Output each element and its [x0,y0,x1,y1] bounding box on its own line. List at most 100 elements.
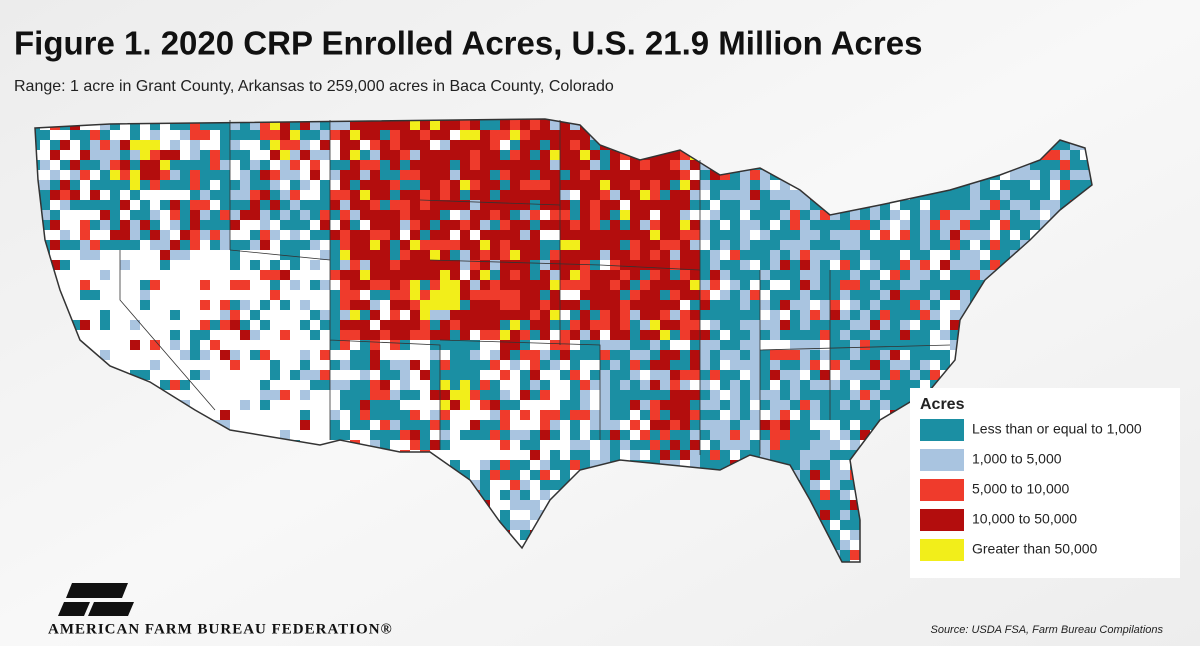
county-patch [380,370,390,380]
county-patch [400,430,410,440]
county-patch [890,380,900,390]
county-patch [280,170,290,180]
county-patch [550,360,560,370]
county-patch [500,310,510,320]
county-patch [490,170,500,180]
county-patch [500,190,510,200]
county-patch [620,350,630,360]
county-patch [610,420,620,430]
county-patch [350,170,360,180]
county-patch [430,210,440,220]
county-patch [540,390,550,400]
county-patch [400,190,410,200]
county-patch [770,250,780,260]
county-patch [510,280,520,290]
county-patch [380,190,390,200]
county-patch [460,360,470,370]
county-patch [840,490,850,500]
county-patch [990,210,1000,220]
legend-title: Acres [920,396,965,413]
county-patch [510,200,520,210]
county-patch [540,240,550,250]
county-patch [520,320,530,330]
county-patch [360,210,370,220]
county-patch [720,450,730,460]
county-patch [690,280,700,290]
county-patch [250,210,260,220]
county-patch [850,280,860,290]
county-patch [760,230,770,240]
county-patch [630,200,640,210]
county-patch [280,200,290,210]
county-patch [180,230,190,240]
county-patch [760,190,770,200]
county-patch [310,170,320,180]
county-patch [430,220,440,230]
county-patch [590,190,600,200]
county-patch [860,320,870,330]
county-patch [650,400,660,410]
county-patch [390,210,400,220]
county-patch [360,130,370,140]
county-patch [840,470,850,480]
county-patch [520,170,530,180]
county-patch [320,120,330,130]
county-patch [670,320,680,330]
county-patch [260,270,270,280]
county-patch [550,430,560,440]
county-patch [470,310,480,320]
county-patch [620,330,630,340]
county-patch [220,210,230,220]
county-patch [680,400,690,410]
county-patch [430,360,440,370]
county-patch [790,200,800,210]
county-patch [50,170,60,180]
county-patch [540,410,550,420]
county-patch [880,340,890,350]
county-patch [710,400,720,410]
county-patch [240,400,250,410]
county-patch [660,190,670,200]
county-patch [780,370,790,380]
county-patch [670,150,680,160]
county-patch [110,150,120,160]
county-patch [390,290,400,300]
county-patch [410,310,420,320]
county-patch [600,350,610,360]
county-patch [380,390,390,400]
county-patch [370,410,380,420]
county-patch [730,190,740,200]
county-patch [470,430,480,440]
county-patch [150,220,160,230]
county-patch [650,300,660,310]
county-patch [440,230,450,240]
county-patch [850,250,860,260]
county-patch [810,400,820,410]
county-patch [220,220,230,230]
county-patch [610,180,620,190]
county-patch [670,400,680,410]
county-patch [240,280,250,290]
county-patch [460,350,470,360]
county-patch [390,320,400,330]
county-patch [850,310,860,320]
county-patch [470,250,480,260]
county-patch [1060,160,1070,170]
county-patch [190,220,200,230]
county-patch [850,300,860,310]
county-patch [580,410,590,420]
county-patch [640,210,650,220]
county-patch [390,170,400,180]
county-patch [590,280,600,290]
county-patch [540,460,550,470]
county-patch [840,430,850,440]
county-patch [180,160,190,170]
county-patch [620,270,630,280]
county-patch [200,180,210,190]
county-patch [450,200,460,210]
county-patch [530,210,540,220]
county-patch [180,210,190,220]
county-patch [560,340,570,350]
county-patch [250,190,260,200]
county-patch [350,330,360,340]
